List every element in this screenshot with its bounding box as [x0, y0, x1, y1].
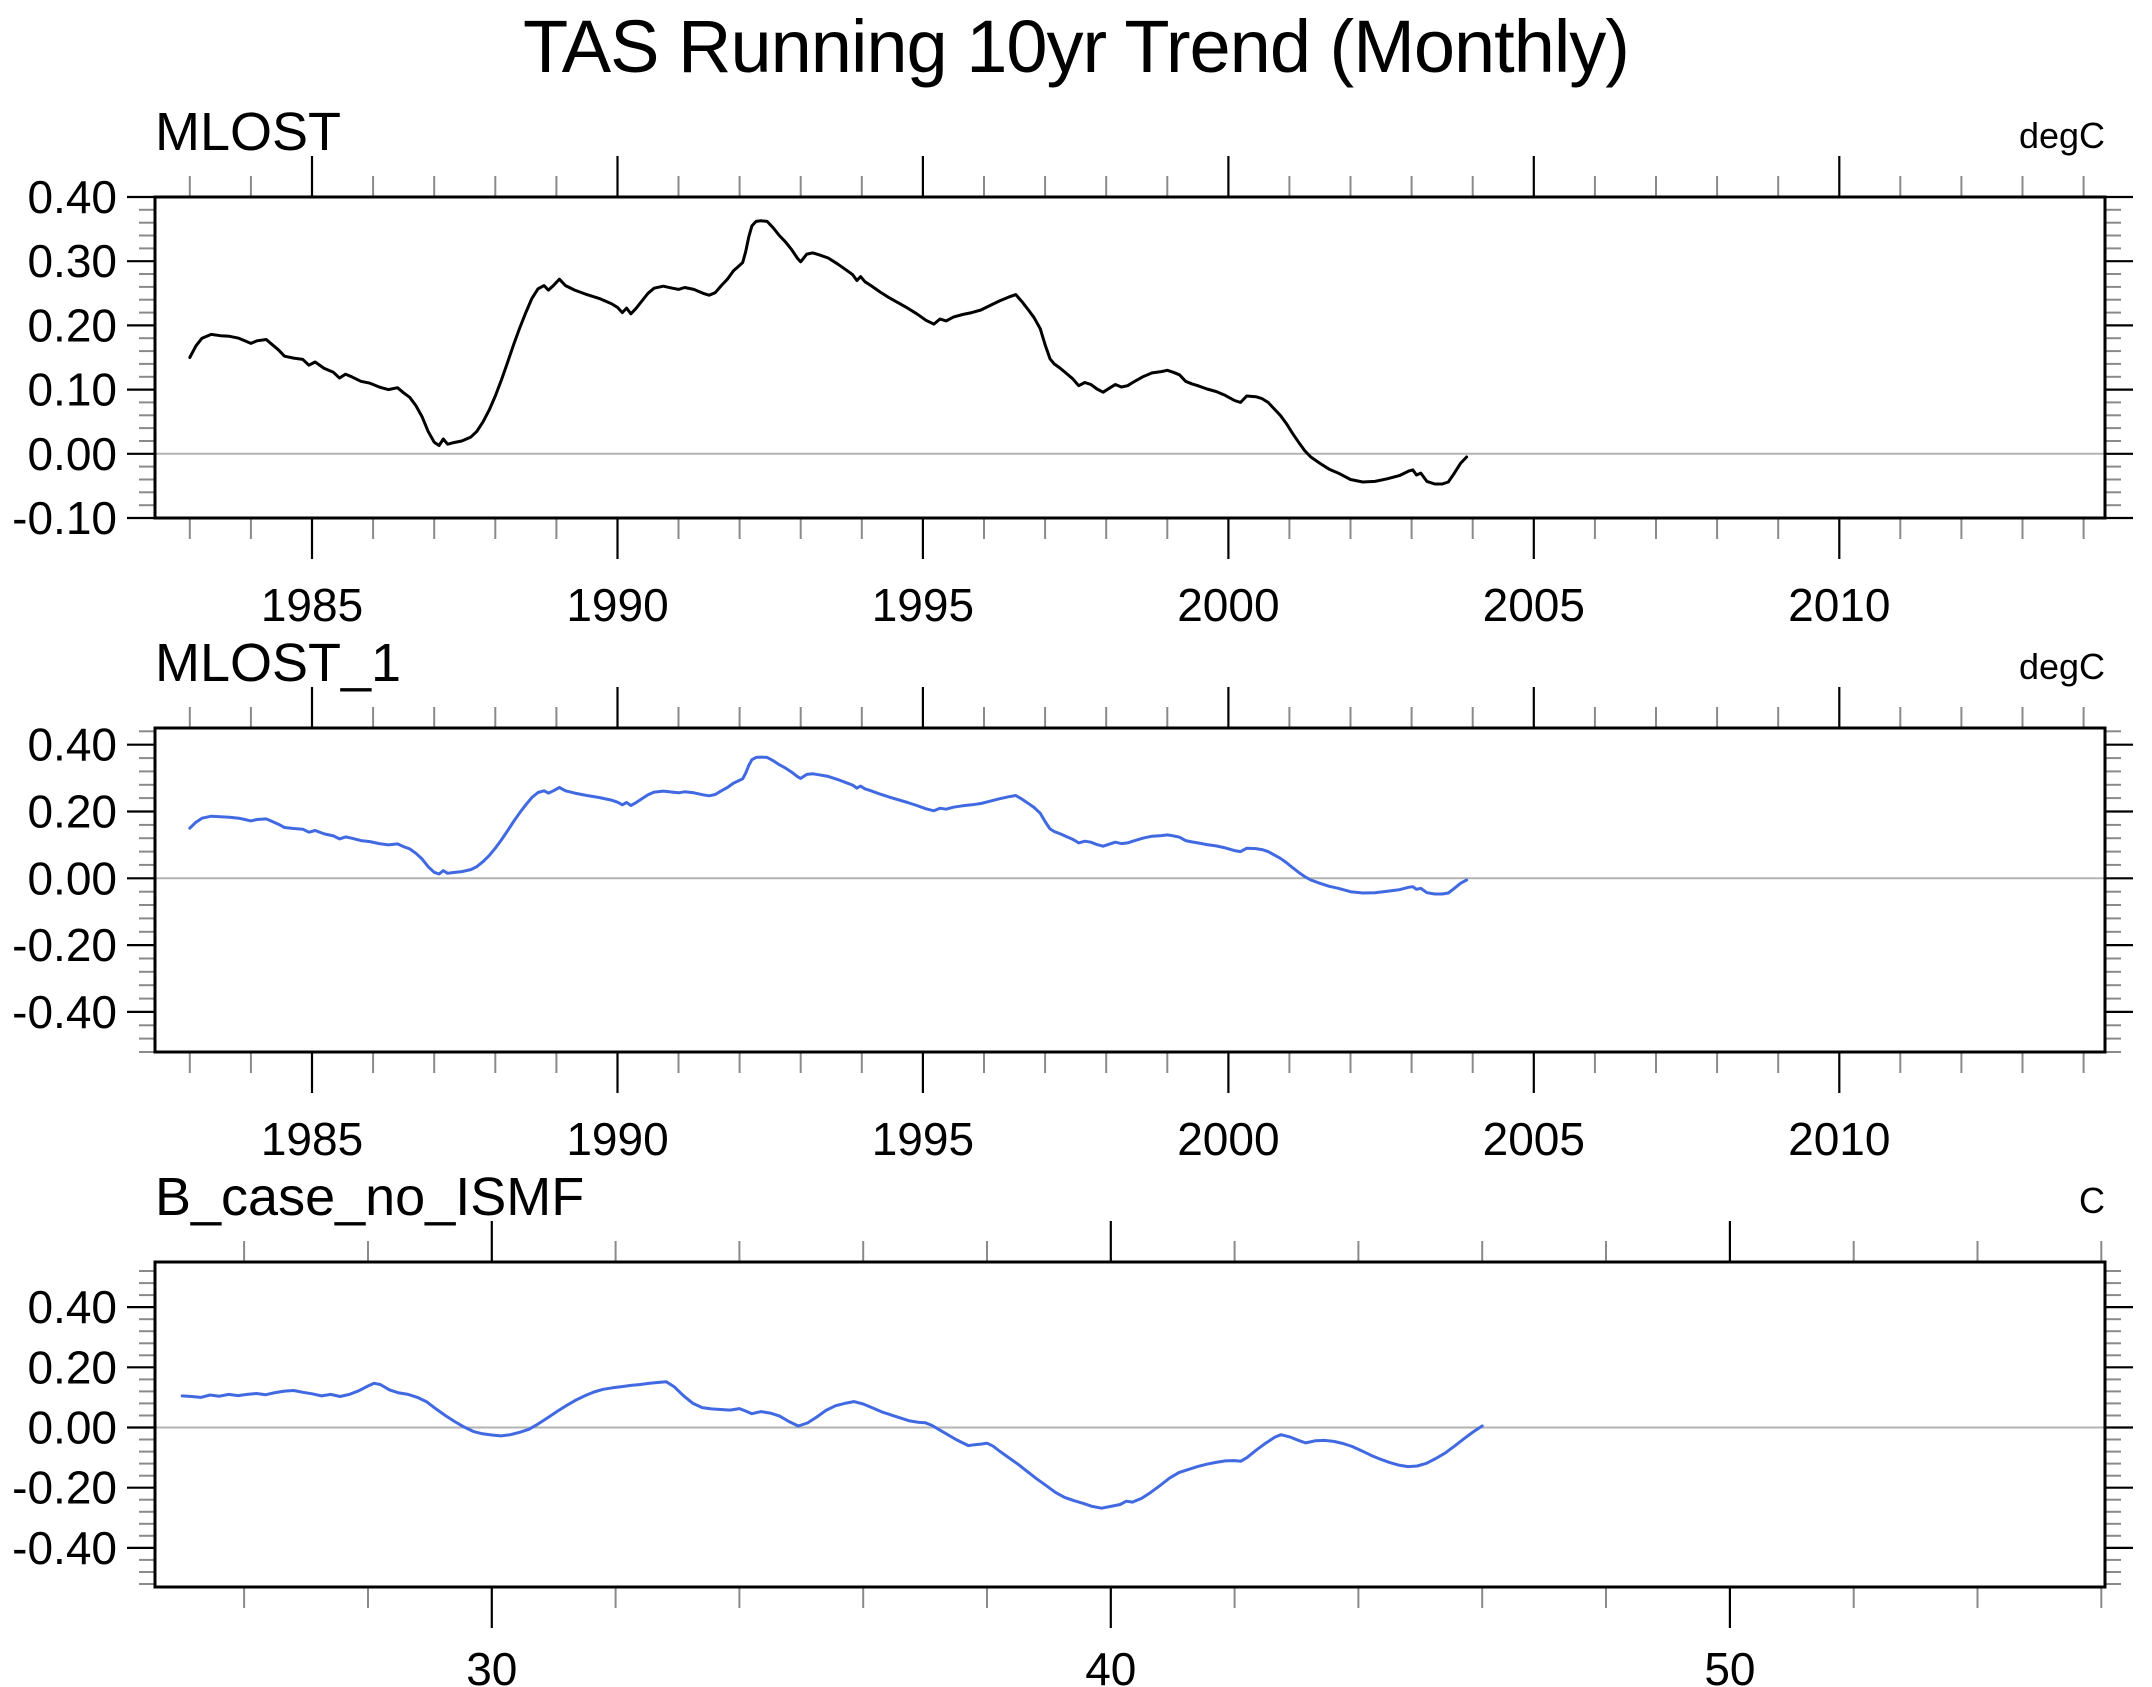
units-label: degC [2019, 115, 2105, 156]
y-tick-label: -0.40 [12, 986, 117, 1038]
panel-MLOST: 1985 1990 1995 2000 2005 2010 0.40 0.30 0.20 0.10… [12, 102, 2133, 631]
y-tick-label: 0.00 [27, 852, 117, 904]
units-label: degC [2019, 646, 2105, 687]
x-tick-label: 2000 [1177, 1113, 1279, 1165]
data-line-MLOST_1 [188, 755, 1469, 896]
data-line-MLOST [188, 219, 1469, 486]
x-tick-label: 2005 [1483, 579, 1585, 631]
y-tick-label: 0.20 [27, 1341, 117, 1393]
x-tick-label: 2005 [1483, 1113, 1585, 1165]
panel-title: B_case_no_ISMF [155, 1167, 584, 1227]
axis-box [153, 195, 2107, 520]
units-label: C [2079, 1180, 2105, 1221]
data-line-B_case_no_ISMF [180, 1380, 1484, 1510]
y-tick-label: 0.20 [27, 786, 117, 838]
y-tick-label: -0.40 [12, 1522, 117, 1574]
y-tick-label: 0.40 [27, 1281, 117, 1333]
x-tick-label: 2010 [1788, 1113, 1890, 1165]
y-tick-label: 0.30 [27, 235, 117, 287]
y-tick-label: 0.00 [27, 1402, 117, 1454]
y-tick-label: 0.40 [27, 719, 117, 771]
y-tick-label: 0.10 [27, 364, 117, 416]
axis-box [153, 726, 2107, 1054]
panel-title: MLOST [155, 102, 341, 162]
y-tick-label: 0.40 [27, 171, 117, 223]
y-tick-label: -0.10 [12, 492, 117, 544]
y-tick-label: 0.00 [27, 428, 117, 480]
x-tick-label: 2000 [1177, 579, 1279, 631]
y-tick-label: -0.20 [12, 919, 117, 971]
figure-title: TAS Running 10yr Trend (Monthly) [523, 5, 1630, 88]
x-tick-label: 40 [1085, 1643, 1136, 1687]
x-tick-label: 30 [466, 1643, 517, 1687]
x-tick-label: 1985 [261, 579, 363, 631]
x-tick-label: 1995 [872, 1113, 974, 1165]
x-tick-label: 1990 [566, 579, 668, 631]
x-tick-label: 1985 [261, 1113, 363, 1165]
x-tick-label: 1990 [566, 1113, 668, 1165]
panel-B_case_no_ISMF: 30 40 50 0.40 0.20 0.00 -0.20 -0.40 B_case_no_IS… [12, 1167, 2133, 1687]
axis-box [153, 1260, 2107, 1589]
x-tick-label: 50 [1704, 1643, 1755, 1687]
panel-MLOST_1: 1985 1990 1995 2000 2005 2010 0.40 0.20 0.00 -0.2… [12, 633, 2133, 1165]
y-tick-label: 0.20 [27, 299, 117, 351]
x-tick-label: 2010 [1788, 579, 1890, 631]
y-tick-label: -0.20 [12, 1462, 117, 1514]
panel-title: MLOST_1 [155, 633, 401, 693]
x-tick-label: 1995 [872, 579, 974, 631]
